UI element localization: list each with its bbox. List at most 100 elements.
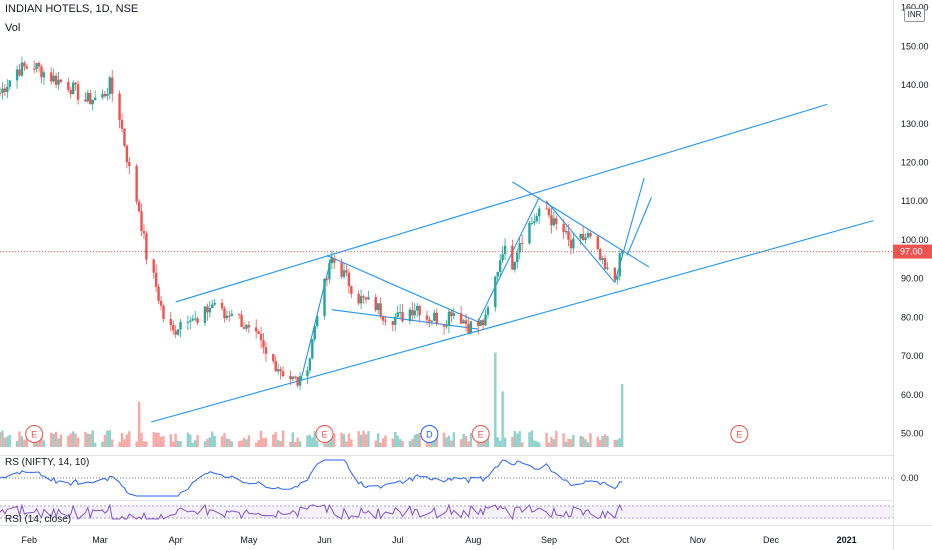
volume-bar [328, 437, 331, 447]
volume-bar [186, 432, 190, 447]
x-tick-label: Oct [615, 535, 630, 545]
candle-body [589, 232, 592, 237]
volume-bar [262, 438, 265, 447]
volume-bar [191, 442, 194, 447]
trendlines[interactable] [151, 103, 874, 423]
time-axis[interactable]: Feb Mar Apr May Jun Jul Aug Sep Oct Nov Dec 2021 [22, 535, 857, 545]
volume-bar [111, 439, 114, 447]
candle-body [391, 321, 395, 325]
candle-body [518, 243, 521, 253]
volume-bar [547, 442, 551, 447]
candle-body [228, 315, 231, 317]
x-tick-label: Mar [92, 535, 108, 545]
volume-bar [520, 442, 524, 447]
candle-body [189, 320, 192, 322]
volume-bar [57, 438, 60, 447]
y-tick-label: 140.00 [901, 80, 929, 90]
volume-bar [291, 432, 294, 447]
volume-bar [411, 439, 414, 447]
volume-bar [581, 436, 585, 447]
candle-body [584, 237, 587, 240]
volume-bar [486, 434, 490, 447]
candle-body [362, 296, 365, 298]
volume-bar [32, 441, 36, 447]
volume-bar [264, 437, 268, 447]
volume-bar [430, 441, 434, 447]
volume-bar [279, 440, 282, 447]
volume-bar [442, 432, 446, 447]
volume-bar [128, 431, 131, 447]
volume-bar [584, 439, 587, 447]
candle-body [223, 308, 226, 319]
currency-button[interactable]: INR [904, 8, 925, 22]
volume-bar [511, 436, 514, 447]
volume-bar [18, 431, 21, 447]
candle-body [169, 318, 172, 326]
candle-body [494, 276, 497, 308]
candle-body [545, 208, 548, 210]
volume-bar [596, 436, 599, 447]
rs-zero-label: 0.00 [901, 473, 919, 483]
candle-body [125, 145, 129, 163]
candle-body [379, 303, 382, 317]
rs-indicator-label: RS (NIFTY, 14, 10) [5, 457, 90, 468]
volume-bar [40, 434, 43, 447]
candle-body [396, 312, 399, 317]
price-axis[interactable]: 160.00 150.00 140.00 130.00 120.00 110.00 100.… [0, 3, 932, 483]
volume-bar [606, 435, 609, 447]
candle-body [599, 249, 602, 260]
volume-bar [118, 442, 121, 447]
volume-bar [172, 441, 175, 447]
x-tick-label: Feb [22, 535, 38, 545]
volume-bar [447, 435, 451, 447]
volume-bar [450, 440, 453, 447]
candle-body [42, 72, 46, 78]
volume-bar [384, 435, 387, 447]
volume-bar [613, 439, 617, 447]
candle-body [264, 347, 268, 354]
volume-bar [123, 439, 126, 447]
volume-bar [120, 432, 124, 447]
candle-body [484, 314, 487, 326]
candle-body [564, 231, 568, 233]
candle-body [32, 68, 36, 70]
volume-bar [379, 442, 382, 447]
volume-bar [103, 434, 107, 447]
volume-bar [20, 436, 24, 447]
candle-body [401, 312, 404, 321]
candle-body [86, 92, 90, 102]
candle-body [211, 304, 214, 309]
candle-body [486, 307, 490, 315]
trendline-flag-2-upper [512, 181, 650, 268]
candle-body [193, 318, 197, 320]
volume-bar [501, 391, 504, 447]
candle-body [452, 313, 456, 317]
candle-body [572, 238, 575, 249]
volume-bar [367, 431, 370, 447]
volume-bar [162, 436, 165, 447]
candle-body [528, 222, 531, 244]
event-marker [420, 425, 439, 443]
volume-bar [306, 435, 309, 447]
volume-bar [59, 434, 63, 447]
candle-body [20, 62, 24, 76]
volume-bar [54, 431, 58, 447]
volume-bar [0, 432, 2, 447]
x-tick-label: Sep [541, 535, 557, 545]
candle-body [274, 361, 277, 372]
candle-body [159, 300, 163, 306]
volume-bar [498, 440, 502, 447]
volume-bar [528, 432, 531, 447]
volume-bar [364, 434, 368, 447]
volume-bar [89, 433, 92, 447]
candle-body [93, 97, 97, 101]
candle-body [618, 253, 621, 277]
candle-body [535, 216, 538, 222]
volume-bar [6, 436, 9, 447]
candle-body [162, 305, 165, 319]
volume-bar [555, 430, 558, 447]
candle-body [276, 369, 280, 372]
